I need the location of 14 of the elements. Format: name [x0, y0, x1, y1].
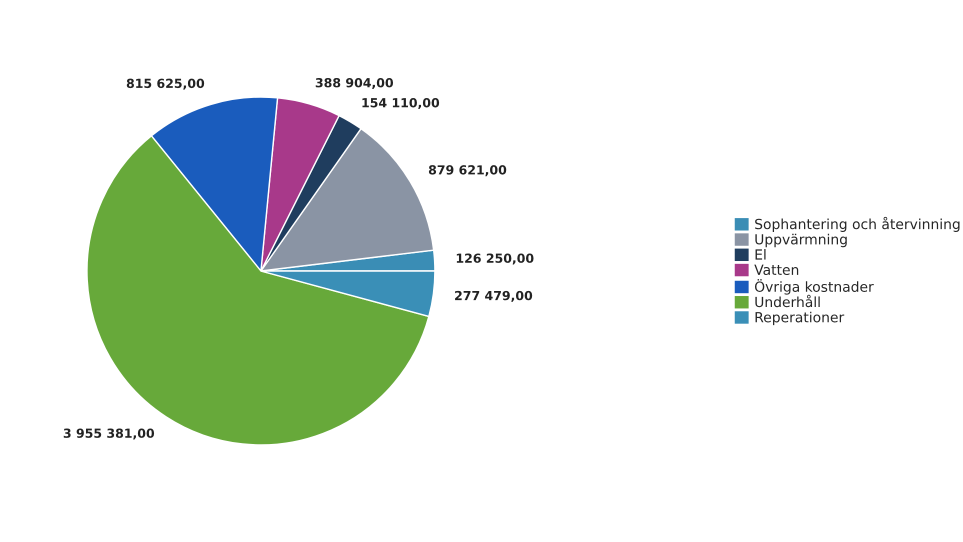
legend-label: Reperationer [756, 312, 844, 326]
data-label: 879 621,00 [428, 165, 506, 176]
data-label: 126 250,00 [456, 253, 534, 265]
data-label: 815 625,00 [126, 78, 204, 90]
legend-label: El [756, 249, 766, 260]
data-label: 154 110,00 [362, 98, 440, 110]
data-label: 277 479,00 [455, 290, 532, 302]
legend-label: Vatten [754, 264, 798, 276]
legend-label: Övriga kostnader [754, 279, 874, 295]
legend-label: Uppvärmning [755, 234, 847, 248]
legend-label: Underhåll [755, 294, 820, 308]
legend-label: Sophantering och återvinning [755, 216, 960, 232]
data-label: 388 904,00 [316, 78, 394, 90]
data-label: 3 955 381,00 [64, 428, 154, 440]
